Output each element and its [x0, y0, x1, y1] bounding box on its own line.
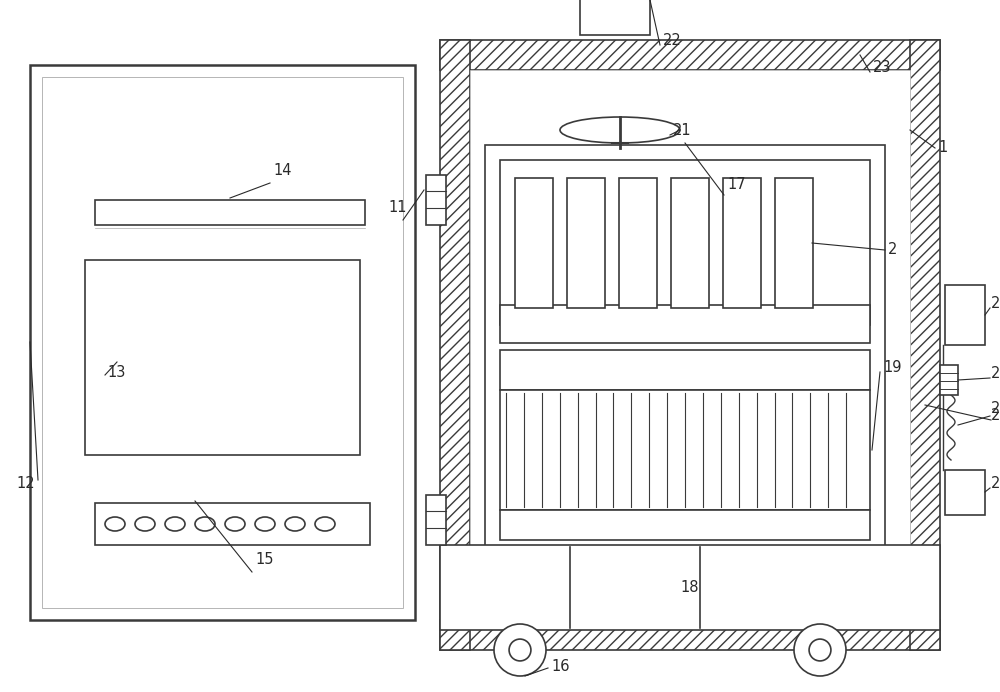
Ellipse shape — [315, 517, 335, 531]
Bar — [440, 40, 470, 650]
Circle shape — [494, 624, 546, 676]
Text: 16: 16 — [551, 659, 570, 674]
Bar — [945, 285, 985, 345]
Bar — [945, 470, 985, 515]
Bar — [775, 178, 813, 308]
Bar — [567, 178, 605, 308]
Bar — [500, 510, 870, 540]
Bar — [30, 65, 415, 620]
Bar — [940, 365, 958, 395]
Text: 18: 18 — [680, 580, 698, 595]
Bar — [470, 70, 910, 620]
Text: 26: 26 — [991, 366, 1000, 381]
Bar — [85, 260, 360, 455]
Bar — [723, 178, 761, 308]
Text: 23: 23 — [873, 60, 892, 75]
Bar — [42, 77, 403, 608]
Ellipse shape — [285, 517, 305, 531]
Text: 25: 25 — [991, 296, 1000, 311]
Bar — [910, 40, 940, 650]
Text: 22: 22 — [663, 33, 682, 48]
Bar — [440, 545, 940, 630]
Bar — [671, 178, 709, 308]
Text: 19: 19 — [883, 360, 902, 375]
Ellipse shape — [135, 517, 155, 531]
Bar — [500, 305, 870, 343]
Bar — [426, 495, 446, 545]
Text: 11: 11 — [388, 200, 406, 215]
Bar — [426, 175, 446, 225]
Circle shape — [509, 639, 531, 661]
Bar — [500, 390, 870, 510]
Bar — [515, 178, 553, 308]
Text: 24: 24 — [991, 408, 1000, 423]
Bar — [95, 503, 370, 545]
Circle shape — [809, 639, 831, 661]
Text: 21: 21 — [673, 123, 692, 138]
Text: 17: 17 — [727, 177, 746, 192]
Text: 1: 1 — [938, 140, 947, 156]
Text: 27: 27 — [991, 401, 1000, 416]
Ellipse shape — [195, 517, 215, 531]
Text: 15: 15 — [255, 552, 274, 567]
Ellipse shape — [560, 117, 680, 143]
Circle shape — [794, 624, 846, 676]
Ellipse shape — [165, 517, 185, 531]
Ellipse shape — [225, 517, 245, 531]
Bar — [500, 160, 870, 325]
Bar — [95, 200, 365, 225]
Bar — [619, 178, 657, 308]
Text: 28: 28 — [991, 476, 1000, 491]
Ellipse shape — [105, 517, 125, 531]
Bar — [580, 0, 650, 35]
Bar — [440, 620, 940, 650]
Bar — [440, 40, 940, 70]
Text: 13: 13 — [107, 365, 125, 380]
Ellipse shape — [255, 517, 275, 531]
Text: 12: 12 — [16, 476, 35, 491]
Bar — [500, 350, 870, 390]
Text: 14: 14 — [273, 163, 292, 178]
Text: 2: 2 — [888, 242, 897, 257]
Bar — [485, 145, 885, 555]
